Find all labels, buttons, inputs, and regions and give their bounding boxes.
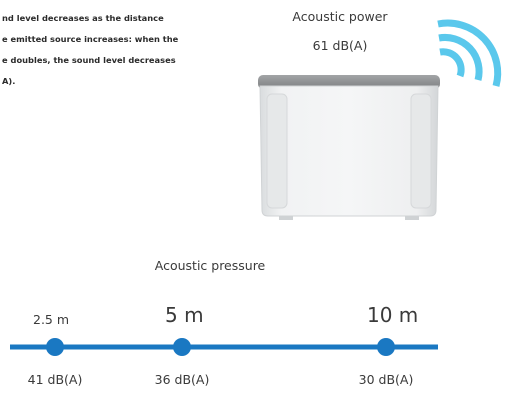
distance-axis bbox=[10, 338, 438, 356]
marker-2-5m bbox=[46, 338, 64, 356]
intro-line-1: nd level decreases as the distance bbox=[2, 13, 164, 23]
level-label-3: 30 dB(A) bbox=[358, 372, 414, 387]
acoustic-pressure-label: Acoustic pressure bbox=[154, 258, 266, 273]
intro-text: nd level decreases as the distance e emi… bbox=[0, 8, 230, 92]
intro-line-3: e doubles, the sound level decreases bbox=[2, 55, 176, 65]
intro-line-2: e emitted source increases: when the bbox=[2, 34, 179, 44]
device-illustration bbox=[258, 75, 440, 220]
sound-waves-icon bbox=[437, 19, 502, 87]
acoustic-power-value: 61 dB(A) bbox=[312, 38, 368, 53]
distance-label-2: 5 m bbox=[165, 303, 204, 327]
acoustic-power-label: Acoustic power bbox=[292, 9, 388, 24]
distance-label-1: 2.5 m bbox=[33, 312, 70, 327]
intro-line-4: A). bbox=[2, 76, 16, 86]
distance-label-3: 10 m bbox=[367, 303, 419, 327]
level-label-1: 41 dB(A) bbox=[27, 372, 83, 387]
marker-5m bbox=[173, 338, 191, 356]
level-label-2: 36 dB(A) bbox=[154, 372, 210, 387]
marker-10m bbox=[377, 338, 395, 356]
